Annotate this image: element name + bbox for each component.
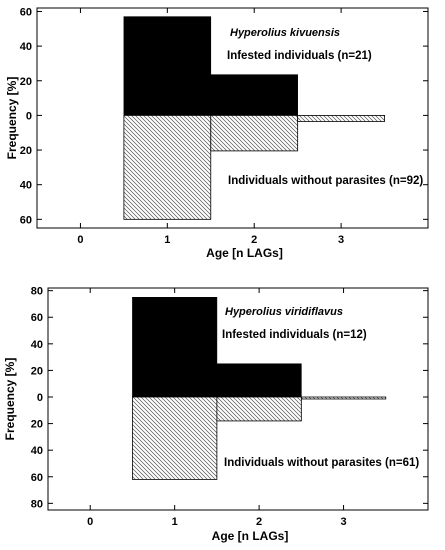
bar xyxy=(132,297,218,398)
legend-without-parasites: Individuals without parasites (n=61) xyxy=(224,457,419,469)
x-tick-label: 2 xyxy=(256,516,262,528)
x-tick-label: 1 xyxy=(172,516,178,528)
y-axis: 80 60 40 20 0 20 40 60 80 xyxy=(31,286,428,510)
x-axis: 0 1 2 3 xyxy=(87,288,347,528)
x-tick-label: 3 xyxy=(340,516,346,528)
plot-frame xyxy=(47,287,429,511)
y-axis: 60 40 20 0 20 40 60 xyxy=(20,6,428,226)
chart-panel-2: 80 60 40 20 0 20 40 60 80 0 1 2 3 Age [n LAGs] Frequen… xyxy=(3,286,429,543)
y-tick-label: 40 xyxy=(20,180,32,192)
y-tick-label: 40 xyxy=(20,41,32,53)
bar xyxy=(132,396,218,480)
series-infested xyxy=(123,16,298,116)
series-without-parasites xyxy=(132,396,387,480)
y-tick-label: 60 xyxy=(31,312,43,324)
y-tick-label: 20 xyxy=(31,419,43,431)
legend-without-parasites: Individuals without parasites (n=92) xyxy=(228,175,423,187)
y-tick-label: 20 xyxy=(31,365,43,377)
y-tick-label: 60 xyxy=(20,214,32,226)
y-axis-label: Frequency [%] xyxy=(3,358,17,441)
x-tick-label: 3 xyxy=(338,234,344,246)
x-axis-label: Age [n LAGs] xyxy=(212,529,289,543)
species-name: Hyperolius kivuensis xyxy=(230,27,340,39)
y-tick-label: 40 xyxy=(31,339,43,351)
y-tick-label: 60 xyxy=(20,6,32,18)
x-tick-label: 1 xyxy=(164,234,170,246)
bar xyxy=(123,16,212,116)
species-name: Hyperolius viridiflavus xyxy=(225,306,343,318)
y-tick-label: 0 xyxy=(26,110,32,122)
x-axis: 0 1 2 3 xyxy=(77,8,344,246)
series-infested xyxy=(132,297,302,398)
bar xyxy=(300,396,387,400)
legend-infested: Infested individuals (n=12) xyxy=(222,329,367,341)
y-tick-label: 60 xyxy=(31,472,43,484)
x-tick-label: 0 xyxy=(87,516,93,528)
y-tick-label: 20 xyxy=(20,76,32,88)
y-axis-label: Frequency [%] xyxy=(5,77,19,160)
bar xyxy=(210,74,298,116)
bar xyxy=(210,115,299,152)
series-without-parasites xyxy=(123,115,385,220)
legend-infested: Infested individuals (n=21) xyxy=(227,50,372,62)
bar xyxy=(123,115,212,220)
plot-frame xyxy=(36,7,429,229)
y-tick-label: 20 xyxy=(20,145,32,157)
bar xyxy=(297,115,385,122)
y-tick-label: 80 xyxy=(31,286,43,298)
x-axis-label: Age [n LAGs] xyxy=(206,246,283,260)
bar xyxy=(216,363,302,398)
x-tick-label: 2 xyxy=(251,234,257,246)
y-tick-label: 40 xyxy=(31,445,43,457)
x-tick-label: 0 xyxy=(77,234,83,246)
y-tick-label: 80 xyxy=(31,498,43,510)
chart-panel-1: 60 40 20 0 20 40 60 0 1 2 3 Age [n LAGs] Frequency [… xyxy=(5,6,429,260)
y-tick-label: 0 xyxy=(37,392,43,404)
bar xyxy=(216,396,302,422)
